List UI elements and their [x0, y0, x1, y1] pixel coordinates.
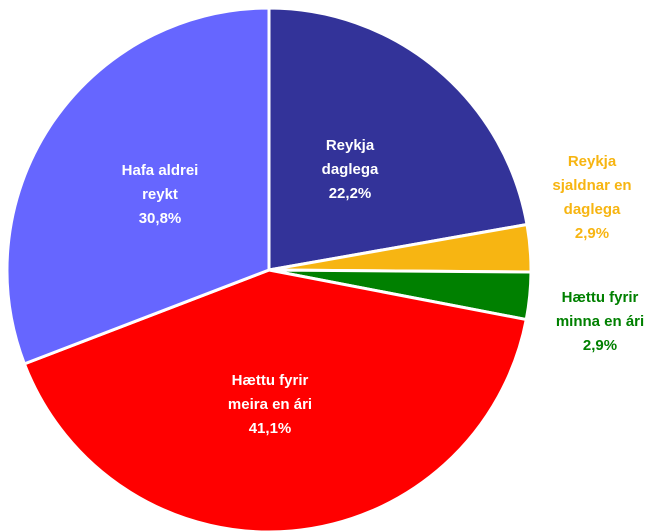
label-line: meira en ári [228, 396, 312, 413]
value-label: 2,9% [583, 337, 617, 354]
label-line: reykt [142, 186, 178, 203]
label-line: sjaldnar en [552, 177, 631, 194]
slice-label: Hættu fyrir meira en ári [228, 372, 312, 413]
slice-label: Reykja sjaldnar en daglega [552, 153, 631, 218]
label-line: daglega [322, 161, 379, 178]
label-line: Hættu fyrir [232, 372, 309, 389]
pie-slice [5, 6, 271, 366]
pie-slice [267, 6, 529, 272]
value-label: 41,1% [249, 420, 292, 437]
slice-label: Hafa aldrei reykt [122, 162, 199, 203]
label-line: Hafa aldrei [122, 162, 199, 179]
value-label: 22,2% [329, 185, 372, 202]
value-label: 2,9% [575, 225, 609, 242]
value-label: 30,8% [139, 210, 182, 227]
pie-slice [22, 268, 529, 532]
slice-label: Hættu fyrir minna en ári [556, 289, 644, 330]
label-line: minna en ári [556, 313, 644, 330]
label-line: Hættu fyrir [562, 289, 639, 306]
slice-label: Reykja daglega [322, 137, 379, 178]
label-line: Reykja [568, 153, 617, 170]
label-line: Reykja [326, 137, 375, 154]
label-line: daglega [564, 201, 621, 218]
